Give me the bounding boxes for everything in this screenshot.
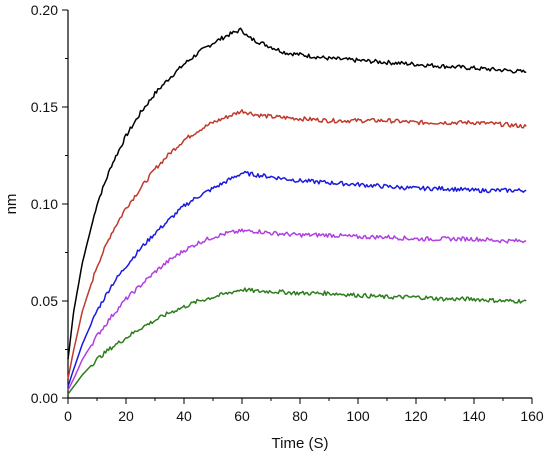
x-tick-label: 0 [64, 408, 72, 424]
series-line-2 [67, 109, 527, 379]
x-tick-label: 40 [176, 408, 192, 424]
y-tick-label: 0.00 [31, 390, 58, 406]
x-tick-label: 140 [462, 408, 486, 424]
axes [67, 10, 532, 399]
series-layer [67, 27, 527, 395]
series-line-1 [67, 27, 527, 360]
series-line-5 [67, 287, 527, 395]
y-axis-title: nm [3, 194, 20, 215]
x-tick-label: 80 [292, 408, 308, 424]
x-tick-label: 60 [234, 408, 250, 424]
x-axis-title: Time (S) [272, 435, 329, 452]
series-line-3 [67, 170, 527, 387]
y-tick-label: 0.15 [31, 99, 58, 115]
x-tick-label: 20 [118, 408, 134, 424]
y-tick-label: 0.20 [31, 2, 58, 18]
series-line-4 [67, 228, 527, 391]
x-tick-label: 100 [346, 408, 370, 424]
y-tick-label: 0.10 [31, 196, 58, 212]
y-tick-label: 0.05 [31, 293, 58, 309]
ticks: 0 20 40 60 80 100 120 140 160 0.00 0.05 0.10 0.15 0.2… [31, 2, 544, 424]
x-tick-label: 120 [404, 408, 428, 424]
x-tick-label: 160 [520, 408, 544, 424]
